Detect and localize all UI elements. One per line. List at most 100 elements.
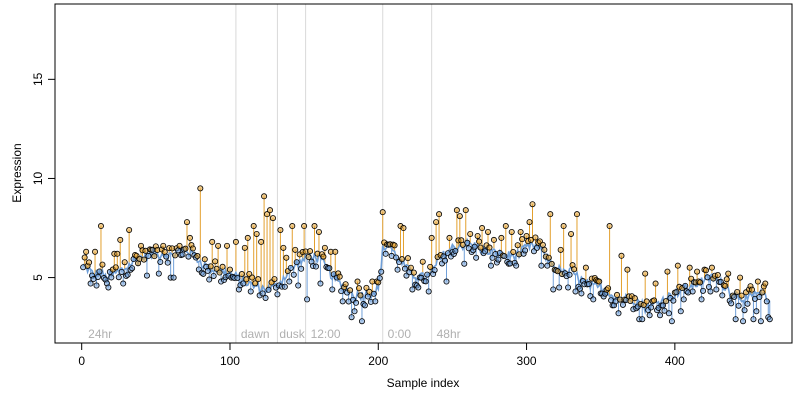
data-point [526, 219, 533, 226]
data-point [508, 228, 515, 235]
data-point [453, 207, 460, 214]
data-point [404, 255, 411, 262]
data-point [719, 292, 726, 299]
data-point [662, 298, 669, 305]
data-point [539, 241, 546, 248]
data-point [618, 252, 625, 259]
x-axis: 0 100 200 300 400 [78, 342, 685, 368]
data-point [176, 242, 183, 249]
data-point [763, 298, 770, 305]
data-point [619, 301, 626, 308]
data-point [311, 223, 318, 230]
data-point [474, 232, 481, 239]
data-point [312, 263, 319, 270]
data-point [370, 290, 377, 297]
data-point [305, 254, 312, 261]
data-point [677, 308, 684, 315]
data-point [92, 248, 99, 255]
data-point [259, 290, 266, 297]
data-point [708, 264, 715, 271]
data-point [698, 296, 705, 303]
data-point [186, 234, 193, 241]
data-point [565, 284, 572, 291]
data-point [261, 193, 268, 200]
data-point [97, 223, 104, 230]
data-point [258, 238, 265, 245]
data-point [462, 207, 469, 214]
data-point [126, 226, 133, 233]
data-point [737, 274, 744, 281]
data-point [249, 274, 256, 281]
data-point [694, 268, 701, 275]
data-point [702, 267, 709, 274]
data-point [596, 278, 603, 285]
data-point [290, 271, 297, 278]
data-point [519, 236, 526, 243]
data-point [550, 286, 557, 293]
data-point [431, 267, 438, 274]
data-point [244, 234, 251, 241]
data-point [585, 281, 592, 288]
data-point [304, 296, 311, 303]
data-point [164, 259, 171, 266]
data-point [407, 264, 414, 271]
data-point [124, 271, 131, 278]
plot-box [54, 3, 793, 344]
data-point [87, 280, 94, 287]
data-point [713, 286, 720, 293]
data-point [118, 268, 125, 275]
data-point [347, 287, 354, 294]
data-point [728, 300, 735, 307]
data-point [744, 300, 751, 307]
data-point [573, 211, 580, 218]
data-point [145, 252, 152, 259]
data-point [286, 278, 293, 285]
data-point [120, 280, 127, 287]
data-point [232, 238, 239, 245]
data-point [379, 209, 386, 216]
data-point [277, 226, 284, 233]
data-point [326, 265, 333, 272]
data-point [401, 265, 408, 272]
data-point [86, 259, 93, 266]
data-point [409, 286, 416, 293]
data-point [722, 282, 729, 289]
x-tick-label: 400 [665, 354, 685, 368]
data-point [557, 246, 564, 253]
data-point [391, 242, 398, 249]
data-point [697, 279, 704, 286]
data-point [378, 268, 385, 275]
data-point [255, 276, 262, 283]
data-point [517, 228, 524, 235]
data-point [274, 291, 281, 298]
data-point [151, 253, 158, 260]
data-point [566, 271, 573, 278]
data-point [652, 280, 659, 287]
data-point [639, 316, 646, 323]
data-point [424, 271, 431, 278]
data-point [556, 284, 563, 291]
data-point [419, 258, 426, 265]
data-point [240, 280, 247, 287]
data-point [482, 248, 489, 255]
data-point [355, 285, 362, 292]
data-point [363, 284, 370, 291]
data-point [283, 254, 290, 261]
data-point [129, 265, 136, 272]
data-point [732, 316, 739, 323]
data-point [262, 295, 269, 302]
data-point [456, 213, 463, 220]
data-point [624, 266, 631, 273]
data-point [216, 269, 223, 276]
data-point [382, 250, 389, 257]
data-point [170, 274, 177, 281]
data-point [538, 262, 545, 269]
data-point [734, 288, 741, 295]
data-point [661, 307, 668, 314]
y-axis: 5 10 15 [31, 72, 56, 281]
data-point [568, 230, 575, 237]
data-point [342, 281, 349, 288]
data-point [753, 308, 760, 315]
data-point [471, 243, 478, 250]
data-point [725, 270, 732, 277]
